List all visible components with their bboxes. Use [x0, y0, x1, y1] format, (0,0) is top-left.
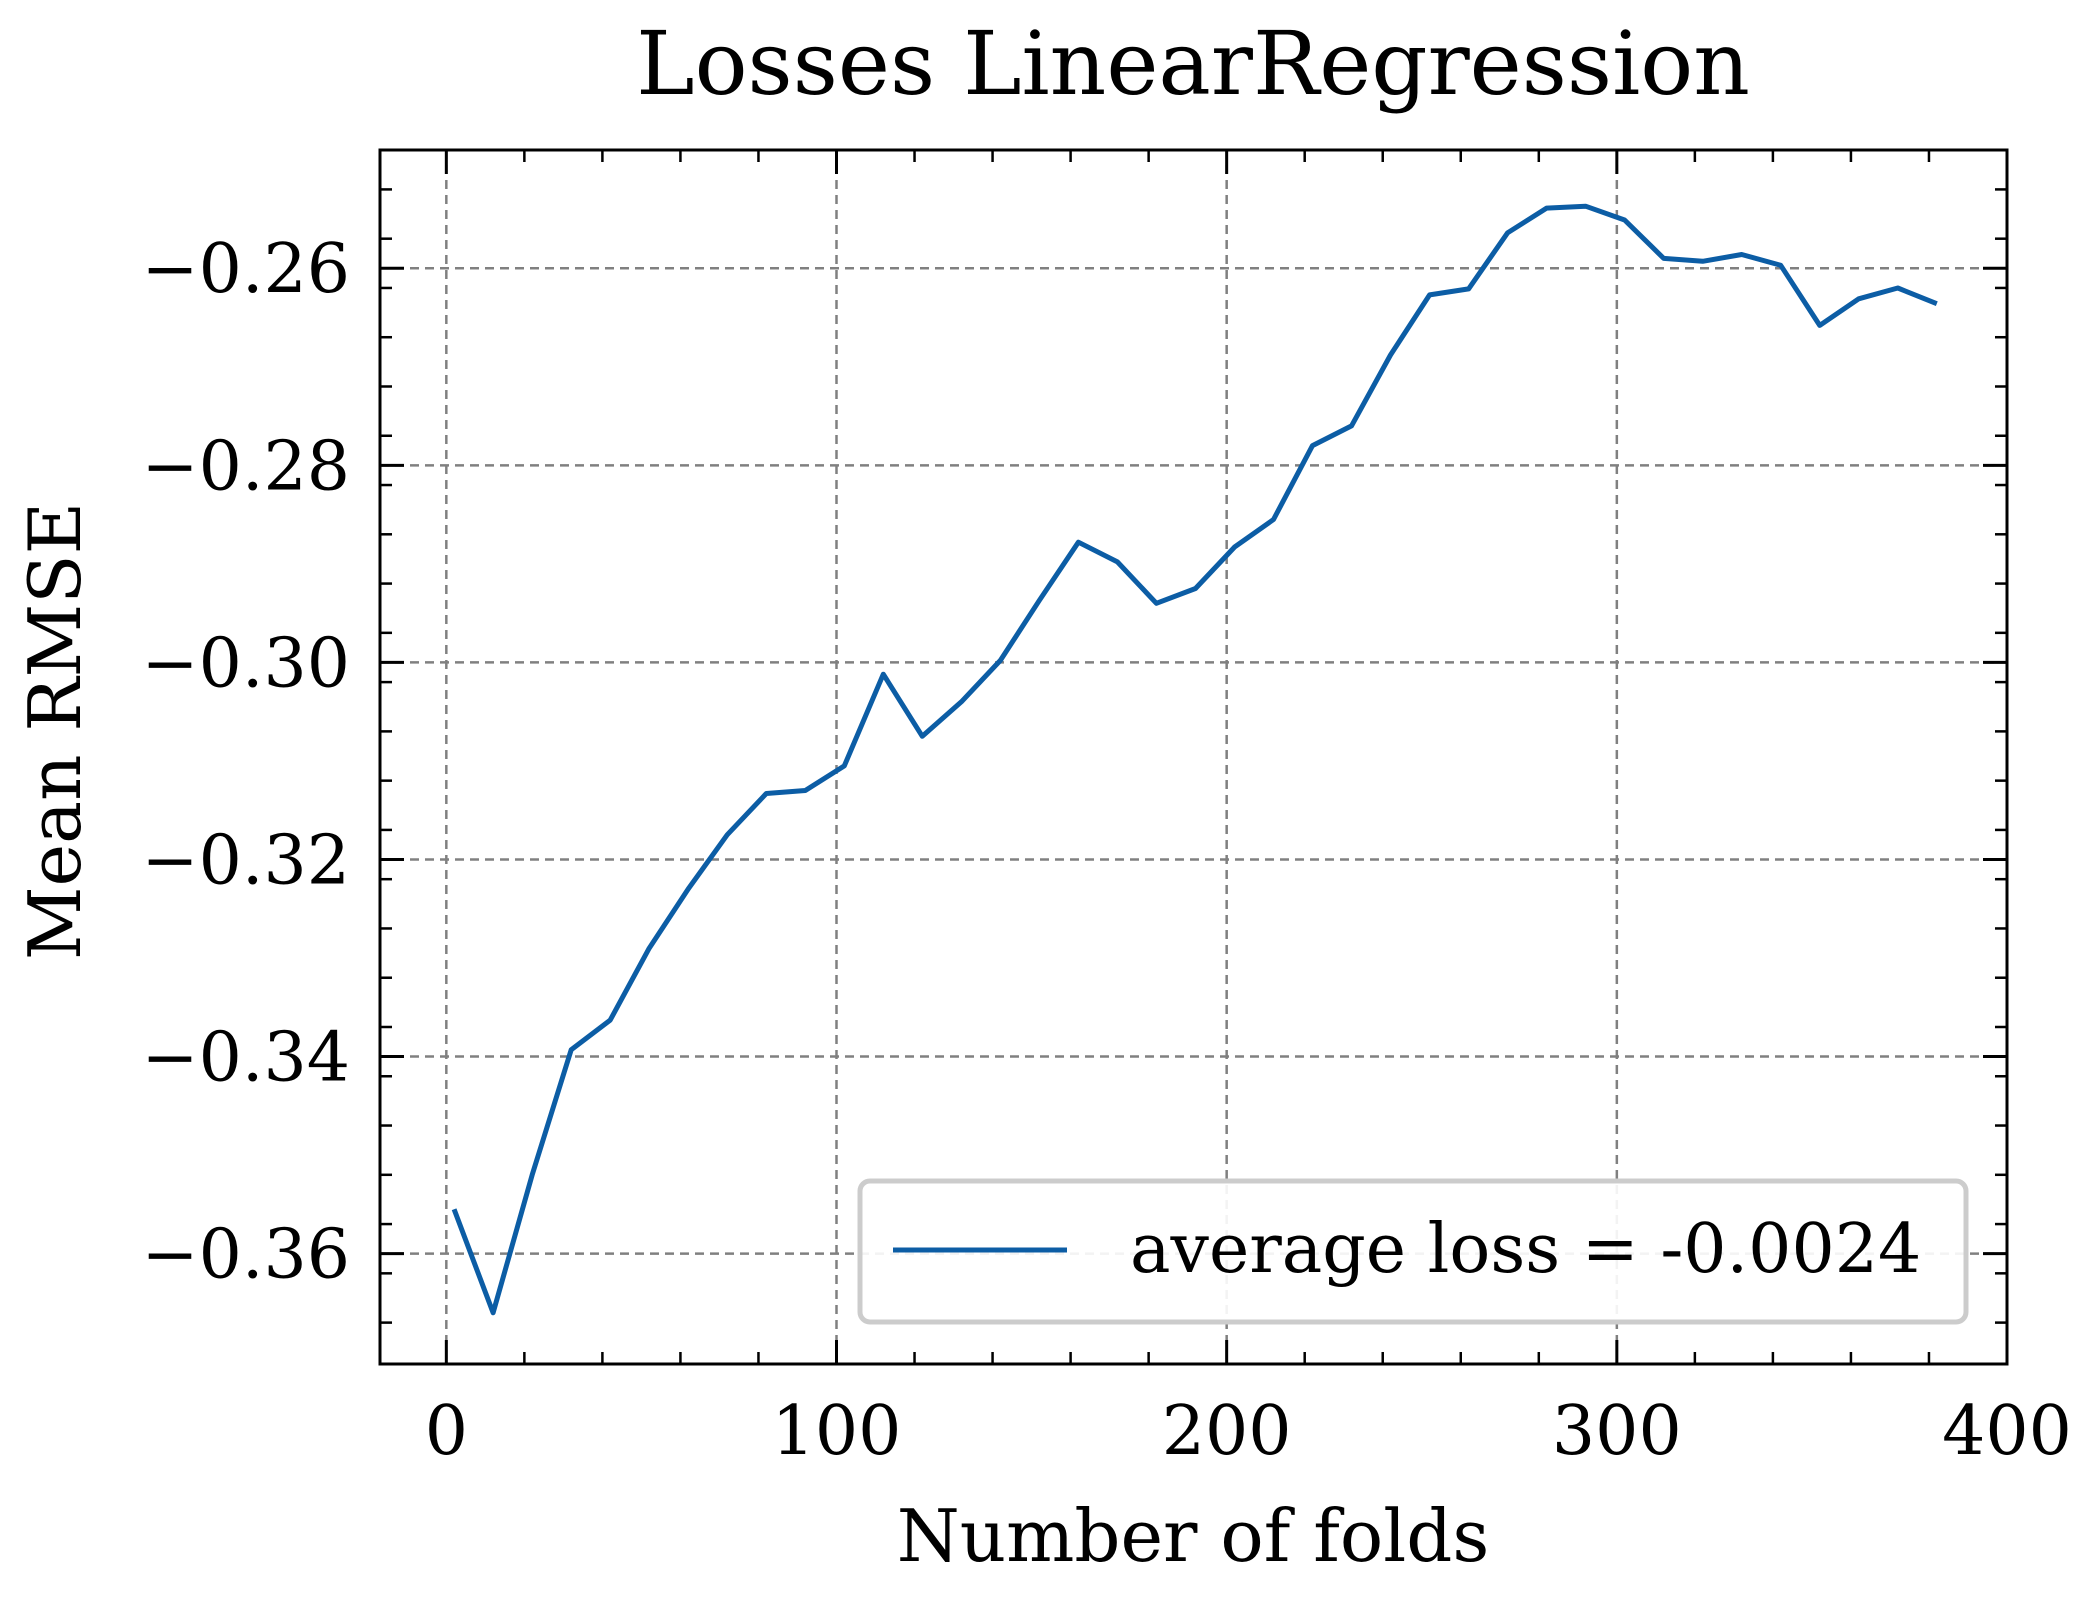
- legend: average loss = -0.0024: [857, 1178, 1969, 1325]
- x-tick-label: 100: [772, 1392, 902, 1471]
- series-line: [451, 203, 1938, 1316]
- y-tick-label: −0.32: [142, 821, 350, 900]
- tick-labels: 0 100 200 300 400 −0.36 −0.34 −0.32 −0.30 −0.28 −0…: [142, 230, 2072, 1471]
- series-layer: [451, 203, 1938, 1316]
- plot-frame: [378, 148, 2009, 1366]
- axis-ticks: [380, 150, 2009, 1364]
- y-tick-label: −0.30: [142, 624, 350, 703]
- x-axis-label: Number of folds: [897, 1494, 1490, 1578]
- x-tick-label: 200: [1162, 1392, 1292, 1471]
- x-tick-label: 400: [1942, 1392, 2072, 1471]
- legend-box: [857, 1178, 1969, 1325]
- chart-title: Losses LinearRegression: [636, 12, 1750, 115]
- y-axis-label: Mean RMSE: [13, 502, 97, 960]
- x-tick-label: 300: [1552, 1392, 1682, 1471]
- y-tick-label: −0.34: [142, 1019, 350, 1098]
- y-tick-label: −0.26: [142, 230, 350, 309]
- y-tick-label: −0.28: [142, 427, 350, 506]
- y-tick-label: −0.36: [142, 1216, 350, 1295]
- legend-series-label: average loss = -0.0024: [1130, 1210, 1921, 1289]
- x-tick-label: 0: [425, 1392, 468, 1471]
